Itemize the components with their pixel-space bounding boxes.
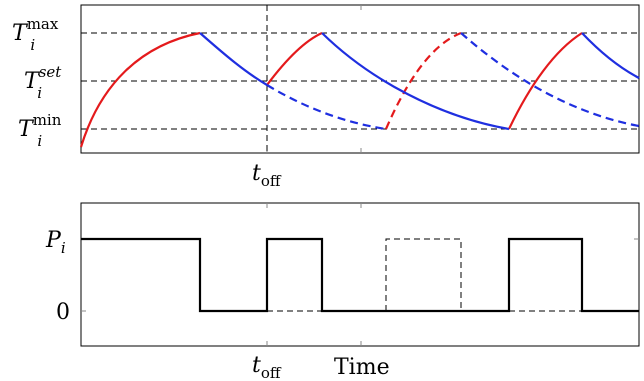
temperature-panel: Tmax i Tset i Tmin i toff [12,4,640,190]
heating-curve-2 [266,31,323,86]
cooling-curve-3 [581,32,640,79]
heating-curve-3 [508,32,583,130]
power-panel: Pi 0 toff Time [45,202,640,381]
heating-curve-dashed [384,31,462,130]
tmax-label: Tmax i [12,15,59,54]
tset-label: Tset i [24,63,62,102]
power-signal-dashed [267,238,582,312]
cooling-curve-1 [199,32,268,86]
cooling-curve-dashed-2 [460,32,640,128]
zero-label: 0 [56,300,70,325]
heating-curve-1 [79,31,201,148]
toff-label-top: toff [252,161,282,190]
toff-label-bottom: toff [252,353,282,381]
cooling-curve-2 [321,32,510,131]
tmin-label: Tmin i [18,111,62,150]
power-panel-frame [80,202,640,347]
cooling-curve-dashed-1 [266,84,387,131]
time-axis-label: Time [334,355,390,380]
power-signal [81,237,639,313]
pi-label: Pi [45,228,66,257]
temperature-panel-frame [80,4,640,154]
